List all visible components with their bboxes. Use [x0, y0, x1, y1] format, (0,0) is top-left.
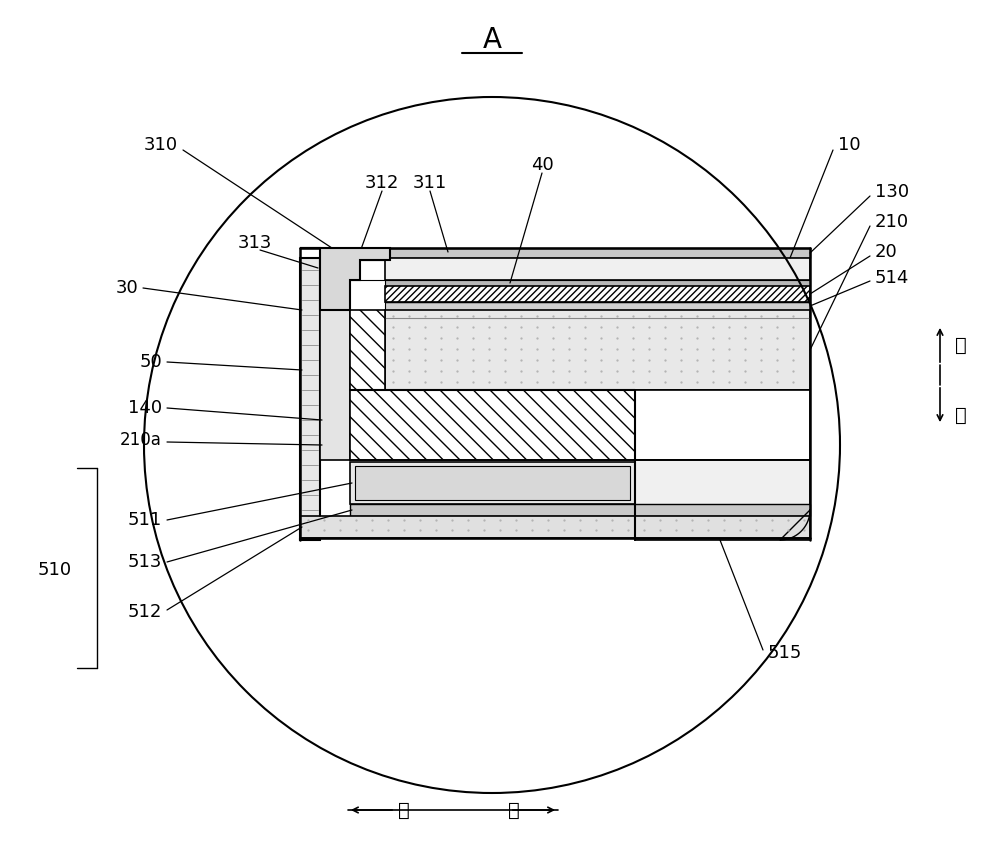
Text: 210a: 210a — [120, 431, 162, 449]
Text: 130: 130 — [875, 183, 909, 201]
Text: 40: 40 — [531, 156, 553, 174]
Text: 311: 311 — [413, 174, 447, 192]
Bar — [385, 248, 810, 258]
Text: 512: 512 — [128, 603, 162, 621]
Polygon shape — [350, 390, 810, 460]
Text: 10: 10 — [838, 136, 861, 154]
Text: 511: 511 — [128, 511, 162, 529]
Bar — [355, 466, 630, 500]
Text: A: A — [482, 26, 502, 54]
Polygon shape — [300, 248, 390, 310]
Bar — [635, 390, 810, 460]
Bar — [350, 462, 635, 504]
Text: 140: 140 — [128, 399, 162, 417]
Bar — [385, 286, 810, 302]
Text: 20: 20 — [875, 243, 898, 261]
Bar — [385, 280, 810, 286]
Bar — [300, 516, 810, 538]
Text: 右: 右 — [508, 800, 520, 819]
Text: 513: 513 — [128, 553, 162, 571]
Text: 312: 312 — [365, 174, 399, 192]
Text: 30: 30 — [115, 279, 138, 297]
Polygon shape — [350, 286, 810, 390]
Text: 515: 515 — [768, 644, 802, 662]
Text: 310: 310 — [144, 136, 178, 154]
Text: 313: 313 — [238, 234, 272, 252]
Text: 210: 210 — [875, 213, 909, 231]
Text: 50: 50 — [139, 353, 162, 371]
Text: 514: 514 — [875, 269, 909, 287]
Text: 上: 上 — [955, 336, 967, 355]
Polygon shape — [300, 258, 320, 540]
Bar — [385, 310, 810, 390]
Bar — [385, 310, 810, 390]
Text: 左: 左 — [398, 800, 410, 819]
Polygon shape — [320, 310, 350, 460]
Polygon shape — [350, 310, 635, 460]
Polygon shape — [300, 248, 390, 258]
Bar — [385, 302, 810, 310]
Bar — [350, 504, 810, 516]
Text: 下: 下 — [955, 406, 967, 425]
Polygon shape — [635, 460, 810, 540]
Text: 510: 510 — [38, 561, 72, 579]
Circle shape — [144, 97, 840, 793]
Bar — [385, 258, 810, 280]
